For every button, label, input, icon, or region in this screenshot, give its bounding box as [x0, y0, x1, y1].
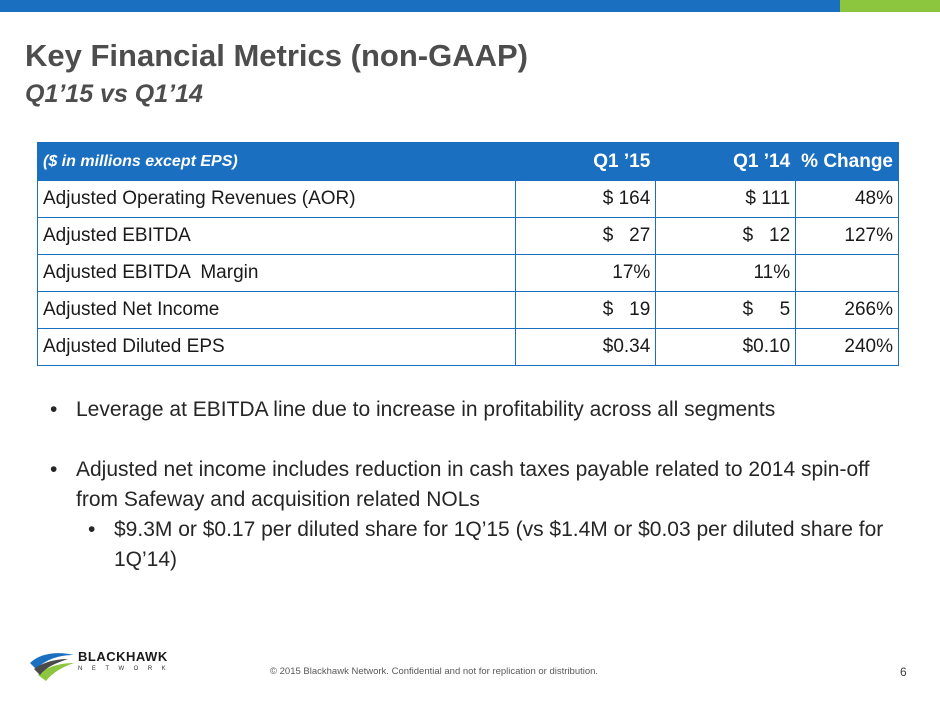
metric-label: Adjusted EBITDA: [36, 217, 517, 255]
q1-14-value: $ 12: [655, 217, 797, 255]
metric-label: Adjusted Diluted EPS: [36, 328, 517, 366]
metric-label: Adjusted Operating Revenues (AOR): [36, 180, 517, 218]
bullet-text: Leverage at EBITDA line due to increase …: [76, 398, 776, 421]
bullet-marker: •: [50, 398, 58, 421]
table-row: Adjusted Operating Revenues (AOR) $ 164 …: [36, 180, 899, 218]
q1-15-value: $ 27: [515, 217, 657, 255]
bullet-text: Adjusted net income includes reduction i…: [76, 458, 870, 511]
table-row: Adjusted EBITDA $ 27 $ 12 127%: [36, 217, 899, 255]
column-header-metric: ($ in millions except EPS): [36, 142, 517, 181]
table-header-row: ($ in millions except EPS) Q1 ’15 Q1 ’14…: [36, 142, 899, 181]
top-accent-bar-blue: [0, 0, 840, 12]
pct-change-value: 266%: [795, 291, 899, 329]
metric-label: Adjusted Net Income: [36, 291, 517, 329]
q1-15-value: $0.34: [515, 328, 657, 366]
q1-15-value: $ 164: [515, 180, 657, 218]
pct-change-value: [795, 254, 899, 292]
bullet-marker: •: [50, 458, 58, 481]
hawk-swoosh-icon: [30, 653, 74, 681]
bullet-text: $9.3M or $0.17 per diluted share for 1Q’…: [114, 518, 884, 571]
column-header-q1-14: Q1 ’14: [655, 142, 797, 181]
pct-change-value: 48%: [795, 180, 899, 218]
table-row: Adjusted Diluted EPS $0.34 $0.10 240%: [36, 328, 899, 366]
q1-14-value: 11%: [655, 254, 797, 292]
slide-subtitle: Q1’15 vs Q1’14: [25, 80, 203, 108]
metric-label: Adjusted EBITDA Margin: [36, 254, 517, 292]
top-accent-bar-green: [840, 0, 940, 12]
column-header-q1-15: Q1 ’15: [515, 142, 657, 181]
table-row: Adjusted Net Income $ 19 $ 5 266%: [36, 291, 899, 329]
logo-tagline: NETWORK: [78, 666, 176, 672]
pct-change-value: 127%: [795, 217, 899, 255]
q1-14-value: $0.10: [655, 328, 797, 366]
financial-metrics-table: ($ in millions except EPS) Q1 ’15 Q1 ’14…: [36, 142, 899, 366]
q1-15-value: $ 19: [515, 291, 657, 329]
pct-change-value: 240%: [795, 328, 899, 366]
bullet-item-net-income: • Adjusted net income includes reduction…: [50, 455, 910, 515]
q1-14-value: $ 5: [655, 291, 797, 329]
q1-15-value: 17%: [515, 254, 657, 292]
page-number: 6: [900, 665, 907, 679]
table-row: Adjusted EBITDA Margin 17% 11%: [36, 254, 899, 292]
blackhawk-logo: BLACKHAWK NETWORK: [28, 645, 178, 685]
bullet-list: • Leverage at EBITDA line due to increas…: [50, 395, 910, 575]
bullet-item-leverage: • Leverage at EBITDA line due to increas…: [50, 395, 910, 425]
q1-14-value: $ 111: [655, 180, 797, 218]
sub-bullet-item-tax-benefit: • $9.3M or $0.17 per diluted share for 1…: [88, 515, 910, 575]
bullet-marker: •: [88, 518, 96, 541]
footer-copyright: © 2015 Blackhawk Network. Confidential a…: [270, 666, 599, 677]
logo-wordmark: BLACKHAWK: [78, 649, 168, 664]
slide-title: Key Financial Metrics (non-GAAP): [25, 38, 528, 73]
column-header-pct-change: % Change: [795, 142, 899, 181]
